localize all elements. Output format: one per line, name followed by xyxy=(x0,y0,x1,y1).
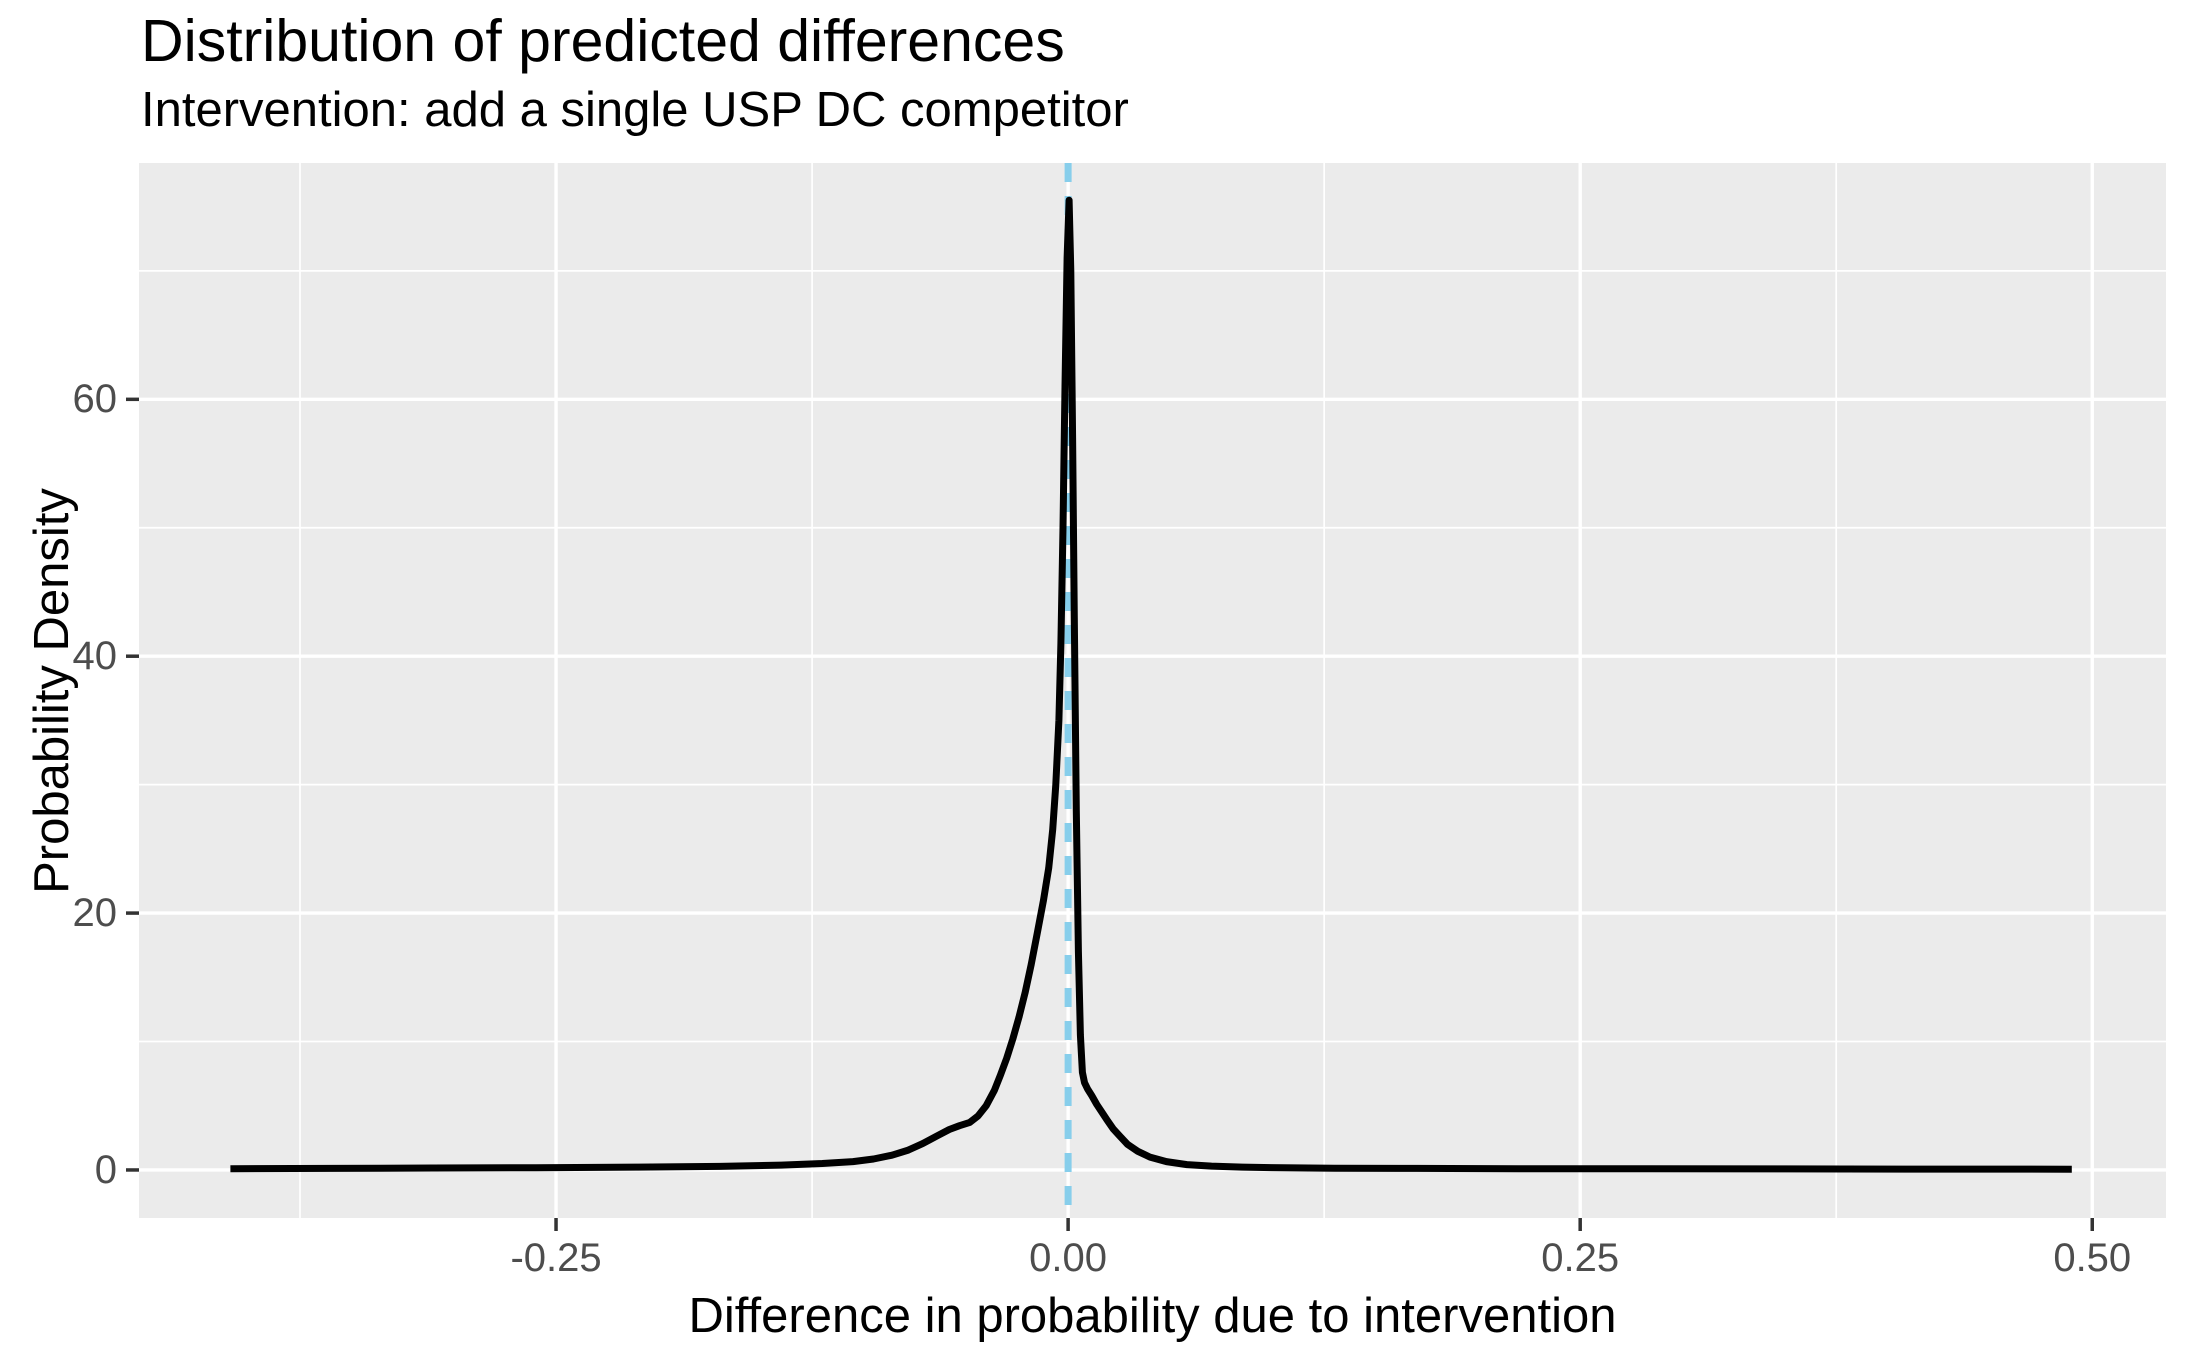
x-axis-title: Difference in probability due to interve… xyxy=(688,1289,1617,1343)
y-tick-label: 20 xyxy=(72,891,118,936)
x-tick-label: 0.25 xyxy=(1541,1236,1620,1280)
x-tick-label: -0.25 xyxy=(510,1236,602,1280)
y-tick-label: 0 xyxy=(94,1147,117,1192)
y-tick-label: 60 xyxy=(72,377,118,422)
density-curve xyxy=(230,196,2072,1173)
x-tick-label: 0.50 xyxy=(2053,1236,2132,1280)
panel-background xyxy=(139,163,2166,1218)
y-tick-label: 40 xyxy=(72,634,118,679)
chart-title: Distribution of predicted differences xyxy=(141,8,1065,74)
x-tick-label: 0.00 xyxy=(1029,1236,1108,1280)
chart-subtitle: Intervention: add a single USP DC compet… xyxy=(141,83,1129,137)
y-axis-title: Probability Density xyxy=(25,487,79,894)
